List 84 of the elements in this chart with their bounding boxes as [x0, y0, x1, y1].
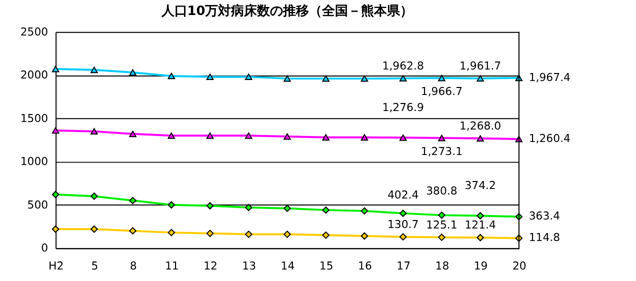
point — [438, 134, 446, 142]
point — [438, 74, 446, 82]
y-tick-label: 500 — [27, 198, 48, 212]
point — [90, 66, 98, 74]
y-tick-label: 0 — [41, 242, 48, 255]
data-label: 121.4 — [464, 218, 496, 232]
point — [168, 72, 176, 80]
data-label: 374.2 — [464, 178, 496, 192]
x-tick-label: 18 — [435, 259, 450, 272]
point — [129, 69, 136, 76]
point — [360, 232, 368, 240]
point — [438, 234, 446, 241]
x-tick-label: 12 — [204, 259, 218, 272]
point — [206, 74, 214, 80]
point — [360, 134, 368, 141]
point — [476, 75, 484, 82]
point — [129, 130, 136, 138]
point — [438, 212, 446, 219]
point — [168, 228, 176, 236]
point — [206, 132, 214, 139]
data-label: 130.7 — [387, 218, 419, 231]
point — [206, 230, 214, 238]
point — [284, 230, 291, 238]
point — [244, 132, 252, 139]
point — [206, 202, 214, 210]
x-tick-label: 8 — [130, 259, 137, 272]
data-label: 125.1 — [426, 218, 458, 232]
point — [52, 225, 60, 233]
point — [284, 204, 291, 212]
point — [244, 204, 252, 212]
data-label: 1,967.4 — [528, 70, 571, 84]
data-label: 402.4 — [387, 188, 419, 202]
x-tick-label: 17 — [396, 259, 411, 272]
point — [244, 74, 252, 80]
point — [476, 212, 484, 220]
point — [399, 134, 407, 141]
point — [90, 192, 98, 200]
point — [284, 75, 291, 82]
x-tick-label: 11 — [164, 259, 179, 272]
y-tick-label: 1500 — [20, 112, 48, 125]
point — [399, 233, 407, 240]
point — [476, 135, 484, 142]
point — [322, 206, 330, 214]
data-label: 1,260.4 — [528, 132, 571, 146]
x-tick-label: 14 — [280, 259, 295, 272]
data-label: 1,268.0 — [459, 119, 502, 132]
point — [284, 133, 291, 140]
data-label: 1,273.1 — [420, 144, 463, 158]
point — [322, 134, 330, 141]
data-label: 363.4 — [528, 210, 560, 223]
x-tick-label: 13 — [242, 259, 256, 272]
point — [360, 75, 368, 82]
y-tick-label: 2500 — [20, 25, 48, 38]
data-label: 1,276.9 — [382, 100, 424, 114]
data-label: 1,961.7 — [459, 59, 502, 72]
x-tick-label: H2 — [48, 259, 64, 272]
point — [360, 207, 368, 215]
y-tick-label: 1000 — [20, 155, 48, 168]
point — [90, 225, 98, 233]
point — [90, 128, 98, 135]
x-tick-label: 5 — [91, 259, 98, 272]
point — [168, 132, 176, 139]
point — [52, 190, 60, 198]
data-label: 1,966.7 — [420, 84, 463, 98]
y-tick-label: 2000 — [20, 68, 48, 82]
chart-title: 人口10万対病床数の推移（全国－熊本県） — [160, 2, 414, 19]
data-label: 1,962.8 — [382, 59, 424, 72]
x-tick-label: 16 — [358, 259, 372, 272]
x-tick-label: 19 — [474, 259, 488, 272]
point — [52, 127, 60, 134]
point — [399, 75, 407, 82]
x-tick-label: 20 — [512, 259, 526, 272]
point — [399, 210, 407, 217]
point — [168, 201, 176, 209]
point — [129, 196, 136, 204]
x-tick-label: 15 — [319, 259, 334, 272]
data-label: 114.8 — [528, 231, 560, 244]
point — [476, 234, 484, 242]
point — [52, 66, 60, 72]
point — [322, 232, 330, 239]
point — [129, 227, 136, 234]
point — [244, 230, 252, 238]
data-label: 380.8 — [426, 184, 458, 198]
point — [322, 75, 330, 82]
